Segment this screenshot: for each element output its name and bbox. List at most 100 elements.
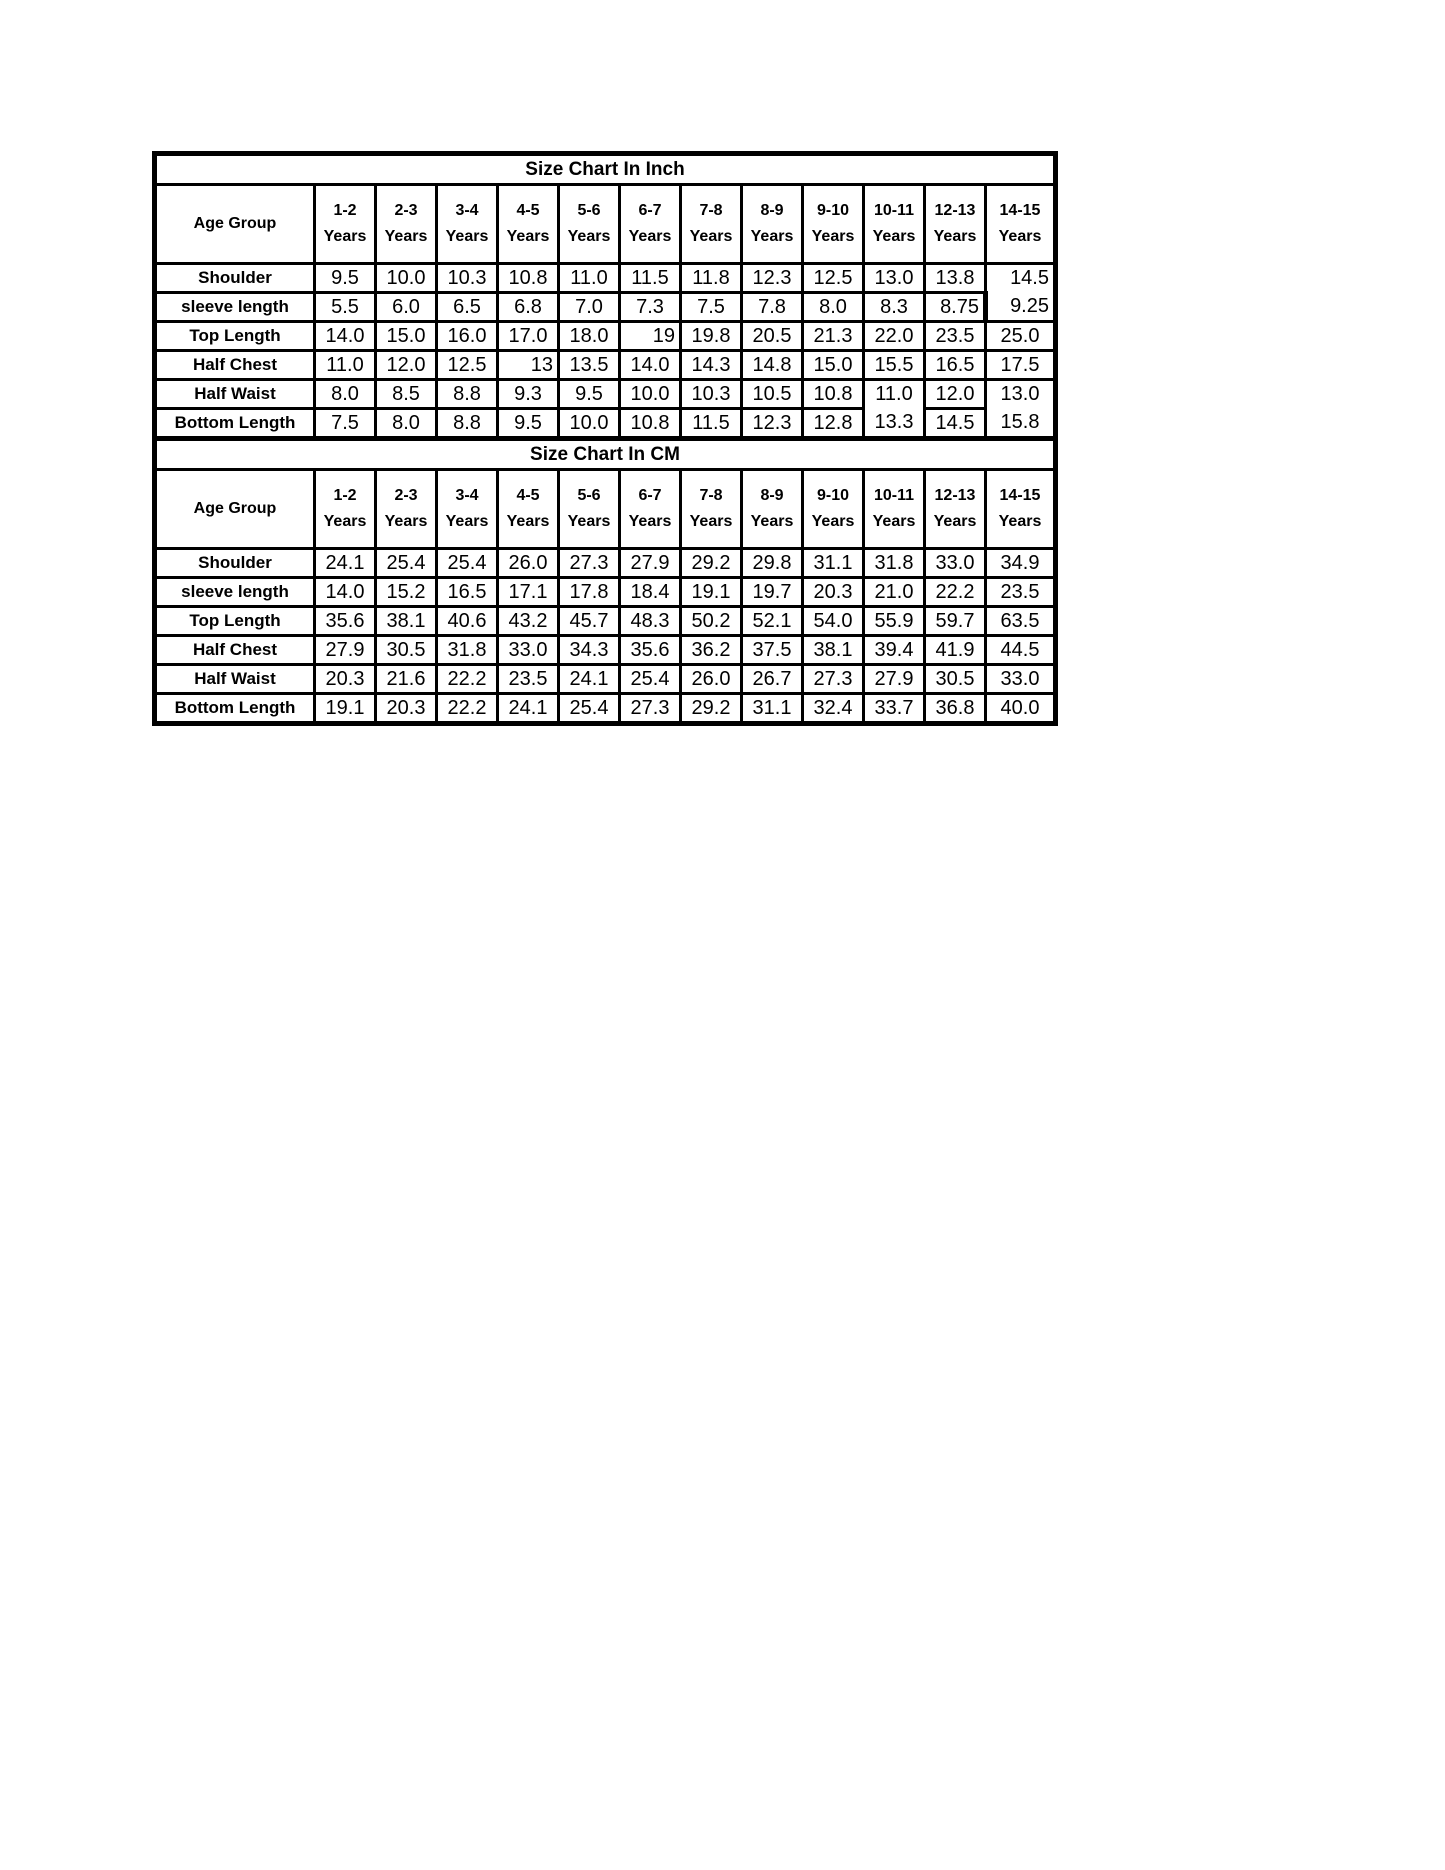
value-cell: 55.9 — [862, 605, 926, 637]
value-cell: 11.0 — [557, 262, 621, 294]
value-cell: 6.5 — [435, 291, 499, 323]
age-group-header-row: Age Group 1-2 Years 2-3 Years 3-4 Years 4-5 Year… — [153, 468, 1057, 550]
value-cell: 15.2 — [374, 576, 438, 608]
value-cell: 20.3 — [374, 692, 438, 725]
value-cell: 39.4 — [862, 634, 926, 666]
value-cell: 19.8 — [679, 320, 743, 352]
value-cell: 16.0 — [435, 320, 499, 352]
value-cell: 50.2 — [679, 605, 743, 637]
value-cell: 11.5 — [679, 407, 743, 440]
value-cell: 24.1 — [313, 547, 377, 579]
value-cell: 15.5 — [862, 349, 926, 381]
row-label: Top Length — [153, 605, 316, 637]
value-cell: 14.0 — [313, 320, 377, 352]
value-cell: 35.6 — [618, 634, 682, 666]
value-cell: 7.5 — [679, 291, 743, 323]
value-cell: 13.0 — [984, 378, 1057, 409]
age-range-label: 5-6 — [577, 487, 601, 504]
age-range-label: 1-2 — [333, 202, 357, 219]
section-title-row: Size Chart In CM — [153, 436, 1057, 471]
years-suffix-label: Years — [689, 513, 733, 530]
years-suffix-label: Years — [506, 513, 550, 530]
section-title: Size Chart In Inch — [153, 152, 1057, 186]
value-cell: 26.0 — [496, 547, 560, 579]
value-cell: 38.1 — [374, 605, 438, 637]
value-cell: 8.8 — [435, 378, 499, 410]
value-cell: 33.0 — [496, 634, 560, 666]
age-column-header: 6-7 Years — [618, 468, 682, 550]
years-suffix-label: Years — [384, 513, 428, 530]
value-cell: 44.5 — [984, 634, 1057, 666]
value-cell: 17.5 — [984, 349, 1057, 381]
value-cell: 21.3 — [801, 320, 865, 352]
measurement-row: Top Length 35.6 38.1 40.6 43.2 45.7 48.3 50.2 52… — [153, 605, 1057, 637]
value-cell: 13.8 — [923, 262, 987, 294]
value-cell: 25.0 — [984, 320, 1057, 352]
value-cell: 8.0 — [374, 407, 438, 440]
measurement-row: Half Chest 27.9 30.5 31.8 33.0 34.3 35.6 36.2 37… — [153, 634, 1057, 666]
measurement-row: Shoulder 9.5 10.0 10.3 10.8 11.0 11.5 11.8 12.3 1… — [153, 262, 1057, 294]
section-title-row: Size Chart In Inch — [153, 152, 1057, 186]
age-column-header: 12-13 Years — [923, 183, 987, 265]
value-cell: 27.9 — [618, 547, 682, 579]
years-suffix-label: Years — [567, 513, 611, 530]
age-column-header: 1-2 Years — [313, 183, 377, 265]
age-range-label: 9-10 — [816, 487, 850, 504]
years-suffix-label: Years — [750, 513, 794, 530]
value-cell: 10.0 — [557, 407, 621, 440]
row-label: Bottom Length — [153, 407, 316, 440]
value-cell: 63.5 — [984, 605, 1057, 637]
value-cell: 38.1 — [801, 634, 865, 666]
years-suffix-label: Years — [872, 513, 916, 530]
age-range-label: 10-11 — [873, 487, 915, 504]
value-cell: 9.3 — [496, 378, 560, 410]
years-suffix-label: Years — [872, 228, 916, 245]
years-suffix-label: Years — [998, 513, 1042, 530]
age-group-corner-label: Age Group — [153, 468, 316, 550]
years-suffix-label: Years — [567, 228, 611, 245]
years-suffix-label: Years — [933, 228, 977, 245]
value-cell: 10.8 — [801, 378, 865, 410]
value-cell: 8.5 — [374, 378, 438, 410]
age-range-label: 5-6 — [577, 202, 601, 219]
age-range-label: 4-5 — [516, 487, 540, 504]
value-cell: 20.5 — [740, 320, 804, 352]
value-cell: 25.4 — [374, 547, 438, 579]
row-label: Shoulder — [153, 262, 316, 294]
value-cell: 25.4 — [557, 692, 621, 725]
value-cell: 26.0 — [679, 663, 743, 695]
value-cell: 16.5 — [435, 576, 499, 608]
value-cell: 34.9 — [984, 547, 1057, 579]
value-cell: 8.75 — [923, 291, 988, 323]
value-cell: 17.0 — [496, 320, 560, 352]
measurement-row: Bottom Length 7.5 8.0 8.8 9.5 10.0 10.8 11.5 12.… — [153, 407, 1057, 440]
value-cell: 16.5 — [923, 349, 987, 381]
value-cell: 23.5 — [496, 663, 560, 695]
value-cell: 14.5 — [923, 407, 987, 440]
size-chart-table: Size Chart In Inch Age Group 1-2 Years 2-3 Ye… — [152, 151, 1058, 726]
age-column-header: 9-10 Years — [801, 183, 865, 265]
age-column-header: 4-5 Years — [496, 183, 560, 265]
row-label: Top Length — [153, 320, 316, 352]
value-cell: 14.8 — [740, 349, 804, 381]
row-label: Half Waist — [153, 663, 316, 695]
value-cell: 27.3 — [801, 663, 865, 695]
measurement-row: sleeve length 5.5 6.0 6.5 6.8 7.0 7.3 7.5 7.8 8.0… — [153, 291, 1057, 323]
age-range-label: 9-10 — [816, 202, 850, 219]
measurement-row: sleeve length 14.0 15.2 16.5 17.1 17.8 18.4 19.… — [153, 576, 1057, 608]
value-cell: 25.4 — [618, 663, 682, 695]
value-cell: 6.8 — [496, 291, 560, 323]
value-cell: 12.0 — [923, 378, 987, 410]
age-range-label: 3-4 — [455, 202, 479, 219]
value-cell: 22.2 — [435, 663, 499, 695]
years-suffix-label: Years — [323, 228, 367, 245]
section-title: Size Chart In CM — [153, 436, 1057, 471]
value-cell: 18.4 — [618, 576, 682, 608]
value-cell: 12.5 — [801, 262, 865, 294]
value-cell: 23.5 — [984, 576, 1057, 608]
value-cell: 8.3 — [862, 291, 926, 323]
value-cell: 33.7 — [862, 692, 926, 725]
value-cell: 10.8 — [618, 407, 682, 440]
value-cell: 5.5 — [313, 291, 377, 323]
age-range-label: 6-7 — [638, 487, 662, 504]
